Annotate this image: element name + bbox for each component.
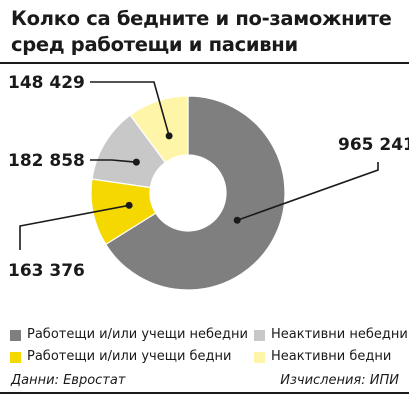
leader-line (90, 81, 170, 137)
leader-dot (132, 158, 140, 166)
legend-swatch (254, 351, 265, 363)
bottom-divider (0, 392, 409, 394)
leader-line (236, 162, 379, 222)
legend-swatch (10, 329, 21, 341)
leader-line (90, 159, 137, 163)
title-divider (0, 62, 409, 64)
legend-item-working-nonpoor: Работещи и/или учещи небедни (10, 324, 248, 346)
donut-chart: 965 241 163 376 182 858 148 429 (8, 73, 409, 291)
data-label: 182 858 (8, 151, 85, 171)
legend-label: Неактивни бедни (271, 349, 392, 364)
chart-title: Колко са бедните и по-заможните сред раб… (11, 7, 392, 56)
legend-label: Неактивни небедни (271, 327, 408, 342)
calculations-credit: Изчисления: ИПИ (280, 373, 399, 388)
legend-label: Работещи и/или учещи бедни (27, 349, 232, 364)
slice-inactive-poor (129, 95, 189, 164)
slice-working-nonpoor (104, 95, 286, 291)
legend-label: Работещи и/или учещи небедни (27, 327, 248, 342)
data-label: 163 376 (8, 261, 85, 281)
legend-item-working-poor: Работещи и/или учещи бедни (10, 346, 232, 368)
legend-swatch (10, 351, 21, 363)
leader-dot (165, 132, 173, 140)
legend-swatch (254, 329, 265, 341)
leader-dot (125, 201, 133, 209)
data-source: Данни: Евростат (11, 373, 126, 388)
data-label: 965 241 (338, 135, 409, 155)
legend-item-inactive-nonpoor: Неактивни небедни (254, 324, 408, 346)
data-label: 148 429 (8, 73, 85, 93)
legend-item-inactive-poor: Неактивни бедни (254, 346, 391, 368)
leader-dot (233, 216, 241, 224)
leader-line (19, 204, 130, 250)
